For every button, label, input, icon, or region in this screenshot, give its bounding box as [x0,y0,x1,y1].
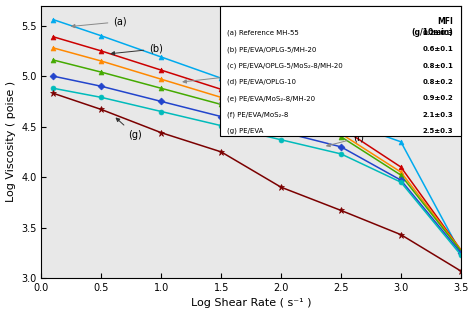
Text: (e): (e) [273,122,319,132]
Text: (a): (a) [72,17,127,28]
X-axis label: Log Shear Rate ( s⁻¹ ): Log Shear Rate ( s⁻¹ ) [191,298,311,308]
Text: (b): (b) [111,44,163,55]
Text: (f): (f) [327,133,364,147]
Text: (c): (c) [183,71,240,83]
Y-axis label: Log Viscosity ( poise ): Log Viscosity ( poise ) [6,81,16,202]
Text: (g): (g) [116,118,141,140]
Text: (d): (d) [219,96,277,106]
